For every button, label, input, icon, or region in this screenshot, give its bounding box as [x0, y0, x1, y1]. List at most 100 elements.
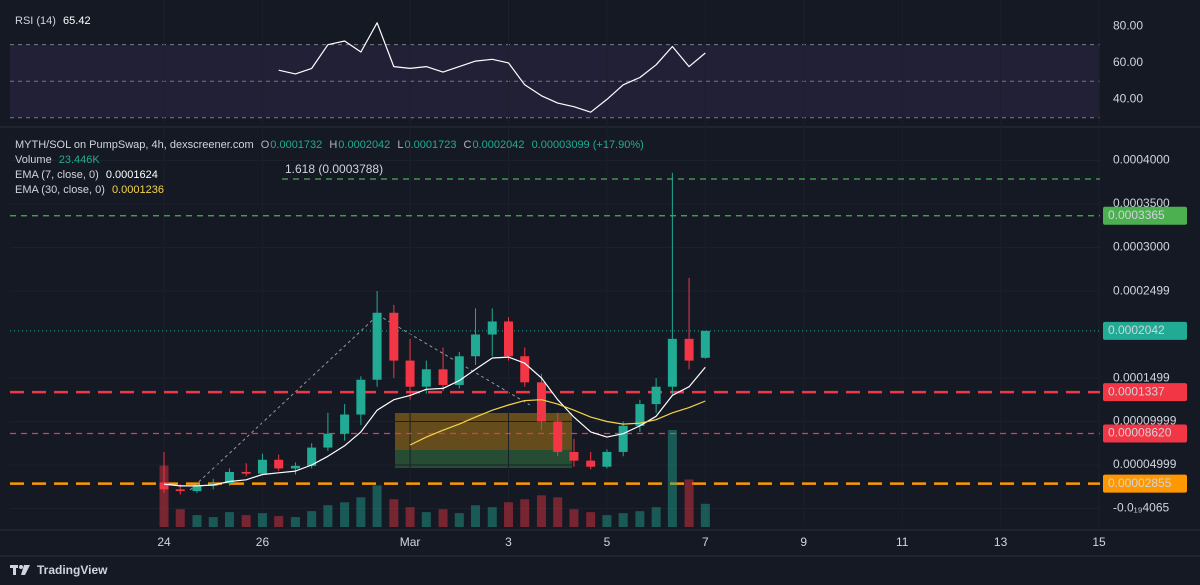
- candle-body: [340, 414, 350, 434]
- candle-body: [536, 382, 546, 422]
- volume-bar: [536, 495, 546, 527]
- price-badge: [1103, 321, 1187, 340]
- footer-brand: TradingView: [37, 563, 108, 577]
- candle-body: [421, 369, 431, 387]
- y-tick-label: 0.0004000: [1113, 153, 1170, 167]
- ema30-value: 0.0001236: [111, 184, 164, 196]
- candle-body: [487, 321, 497, 335]
- y-tick-label: 0.0001499: [1113, 370, 1170, 384]
- x-tick-label: 7: [702, 535, 709, 549]
- position-target-zone: [395, 450, 572, 468]
- ema7-value: 0.0001624: [105, 169, 158, 181]
- ema-line: [163, 356, 706, 487]
- footer: TradingView: [10, 563, 107, 577]
- candle-body: [684, 338, 694, 361]
- x-tick-label: 13: [994, 535, 1008, 549]
- ohlc-key: O: [260, 139, 270, 151]
- volume-bar: [553, 497, 563, 527]
- candle-body: [356, 379, 366, 415]
- volume-bar: [700, 503, 710, 527]
- ema-line: [409, 399, 706, 446]
- ohlc-key: L: [397, 139, 404, 151]
- x-tick-label: 5: [604, 535, 611, 549]
- volume-bar: [175, 509, 185, 527]
- y-tick-label: 0.0003000: [1113, 240, 1170, 254]
- candle-body: [307, 447, 317, 466]
- price-badge-label: 0.00008620: [1108, 426, 1172, 440]
- volume-bar: [471, 505, 481, 527]
- ohlc-value: 0.0001732: [270, 139, 323, 151]
- volume-bar: [503, 502, 513, 527]
- y-tick-label: 0.00009999: [1113, 414, 1177, 428]
- volume-legend: Volume 23.446K: [15, 153, 104, 167]
- volume-bar: [340, 502, 350, 527]
- candle-body: [602, 451, 612, 467]
- volume-bar: [307, 511, 317, 527]
- volume-bar: [520, 499, 530, 527]
- rsi-value: 65.42: [63, 15, 91, 27]
- logo: [10, 565, 30, 575]
- ohlc-key: H: [329, 139, 338, 151]
- candle-body: [405, 360, 415, 387]
- candle-body: [224, 471, 234, 484]
- price-badge-label: 0.0002042: [1108, 323, 1165, 337]
- ohlc-value: 0.0002042: [338, 139, 391, 151]
- volume-bar: [651, 507, 661, 527]
- volume-value: 23.446K: [58, 154, 100, 166]
- rsi-legend: RSI (14) 65.42: [15, 14, 95, 28]
- price-badge: [1103, 206, 1187, 225]
- x-tick-label: 3: [505, 535, 512, 549]
- volume-bar: [421, 512, 431, 527]
- volume-bar: [356, 497, 366, 527]
- candle-body: [700, 330, 710, 358]
- candle-body: [159, 482, 169, 490]
- candle-body: [192, 485, 202, 492]
- volume-bar: [192, 515, 202, 527]
- volume-bar: [635, 511, 645, 527]
- volume-bar: [602, 515, 612, 527]
- candle-body: [323, 433, 333, 448]
- candle-body: [635, 404, 645, 426]
- volume-bar: [438, 509, 448, 527]
- y-tick-label: 0.0002499: [1113, 283, 1170, 297]
- candle-body: [438, 369, 448, 385]
- y-tick-label: 0.00004999: [1113, 457, 1177, 471]
- ema30-legend: EMA (30, close, 0) 0.0001236: [15, 183, 168, 197]
- volume-bar: [208, 517, 218, 527]
- fib-label: 1.618 (0.0003788): [285, 162, 383, 176]
- candle-body: [454, 356, 464, 385]
- rsi-line: [278, 22, 706, 113]
- volume-bar: [241, 515, 251, 527]
- price-badge: [1103, 474, 1187, 493]
- x-tick-label: 11: [896, 535, 909, 549]
- candle-body: [520, 356, 530, 383]
- ema30-name: EMA (30, close, 0): [15, 184, 105, 196]
- volume-bar: [159, 465, 169, 527]
- x-tick-label: 15: [1092, 535, 1106, 549]
- price-badge-label: 0.0001337: [1108, 384, 1165, 398]
- candle-body: [471, 334, 481, 357]
- candle-body: [553, 421, 563, 452]
- volume-bar: [389, 499, 399, 527]
- volume-bar: [487, 507, 497, 527]
- ohlc-value: 0.0001723: [404, 139, 457, 151]
- price-badge-label: 0.00002855: [1108, 476, 1172, 490]
- volume-bar: [618, 513, 628, 527]
- volume-bar: [454, 513, 464, 527]
- x-tick-label: 9: [800, 535, 807, 549]
- y-tick-label: 0.0003500: [1113, 196, 1170, 210]
- volume-name: Volume: [15, 154, 52, 166]
- y-tick-label: -0.0₁₉4065: [1113, 501, 1170, 515]
- rsi-name: RSI (14): [15, 15, 56, 27]
- volume-bar: [684, 479, 694, 527]
- rsi-tick-label: 80.00: [1113, 19, 1143, 33]
- volume-bar: [372, 485, 382, 527]
- volume-bar: [586, 512, 596, 527]
- volume-bar: [569, 509, 579, 527]
- ohlc-key: C: [463, 139, 472, 151]
- volume-bar: [274, 516, 284, 527]
- candle-body: [175, 489, 185, 492]
- price-legend: MYTH/SOL on PumpSwap, 4h, dexscreener.co…: [15, 138, 648, 152]
